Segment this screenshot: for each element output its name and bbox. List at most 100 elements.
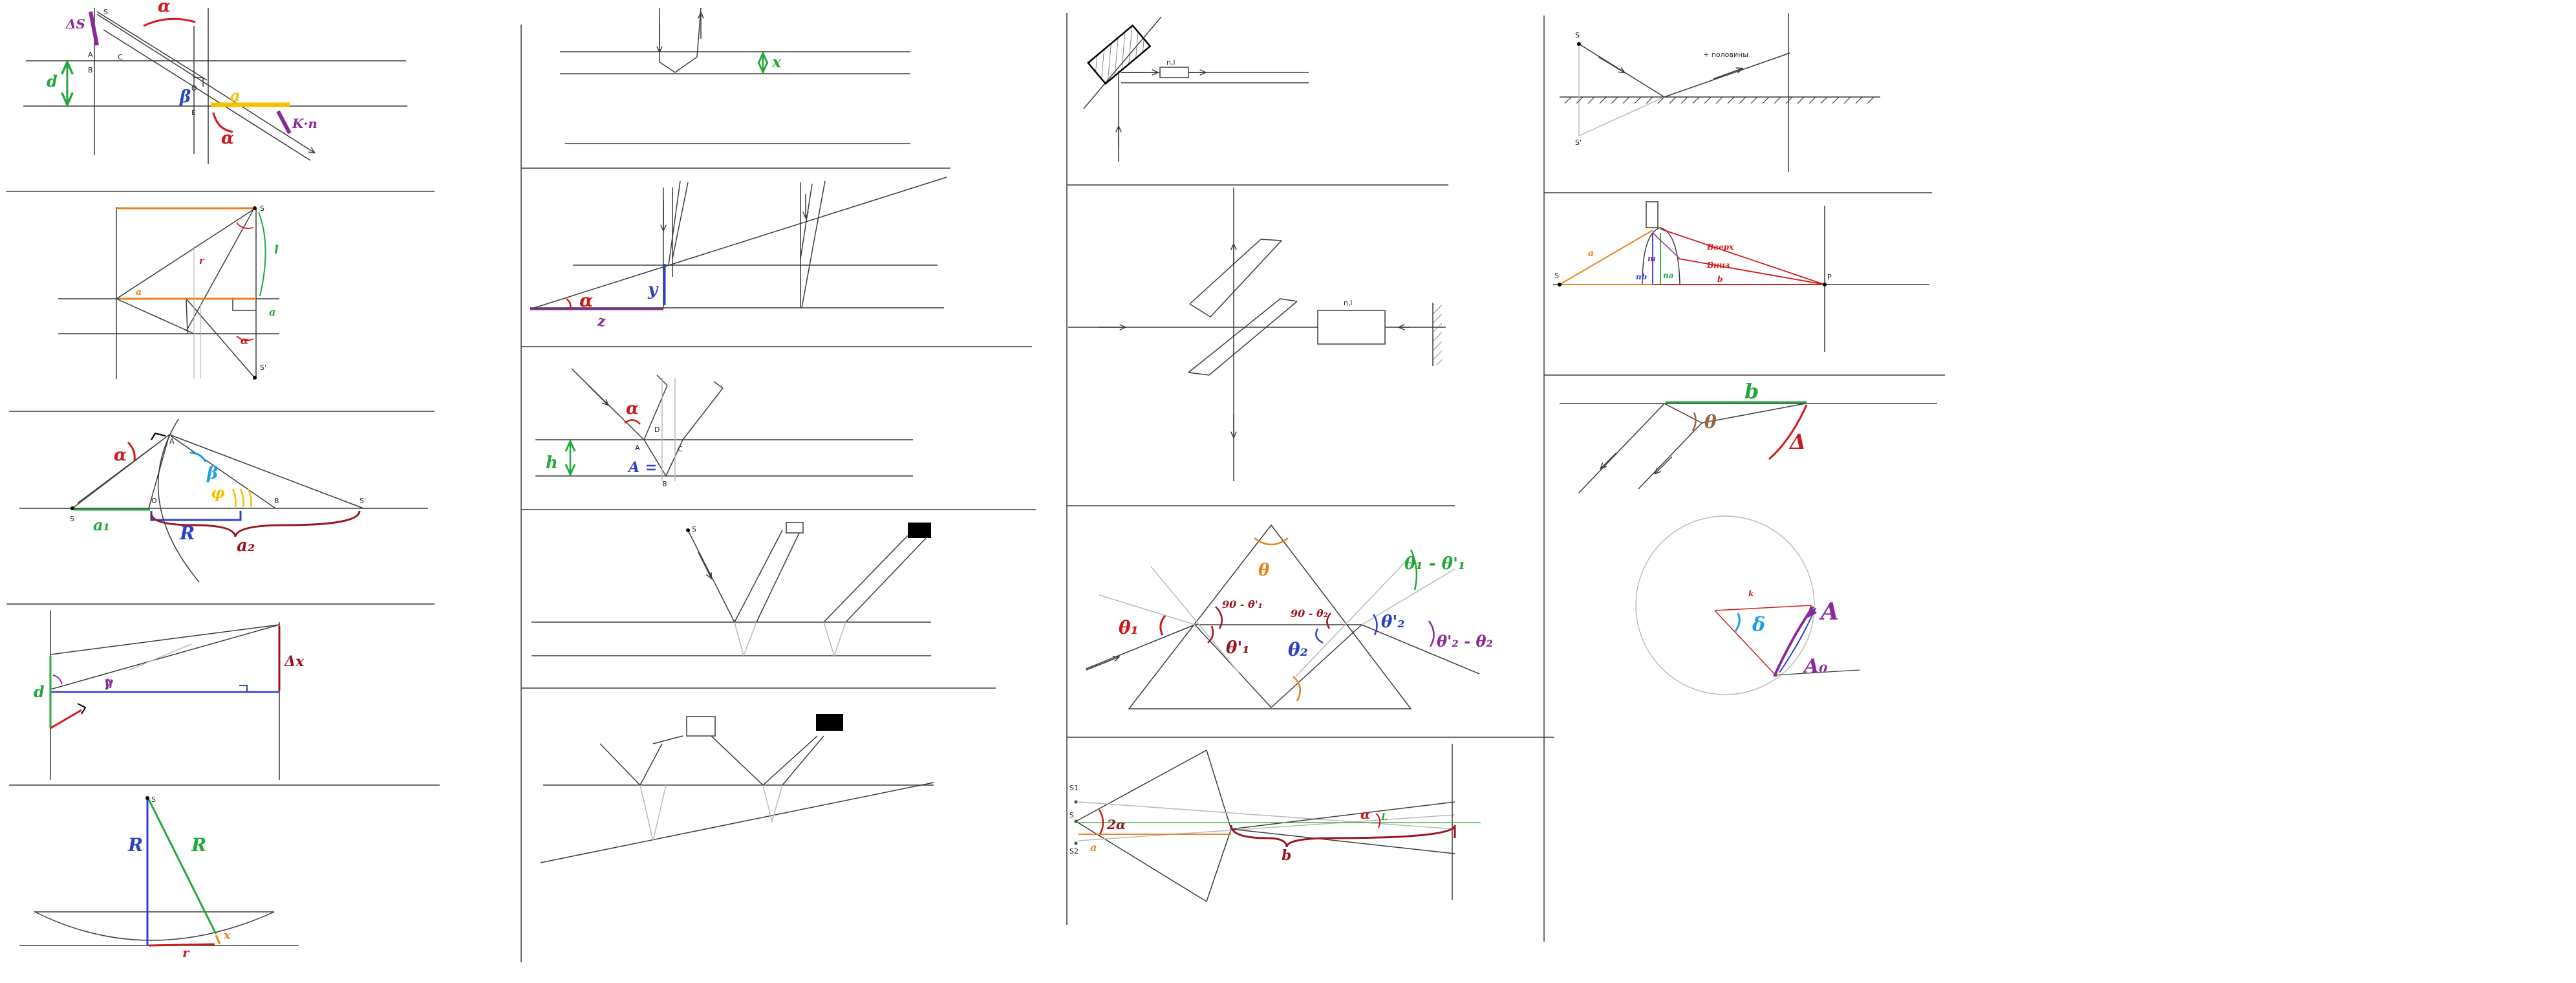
panel-5-label-x: x	[223, 929, 231, 942]
panel-8-label-b: B	[662, 480, 667, 488]
panel-3-label-s: S	[70, 515, 74, 523]
panel-14-label-2alpha: 2α	[1106, 817, 1126, 832]
panel-2-label-l: l	[274, 243, 279, 257]
panel-14-label-l: L	[1380, 812, 1388, 823]
panel-2-label-small-a: a	[136, 287, 142, 297]
panel-16-label-m: m	[1648, 254, 1656, 263]
panel-1-label-beta: β	[179, 87, 191, 107]
panel-9-label-s: S	[692, 525, 696, 534]
panel-17-label-theta: θ	[1704, 411, 1717, 433]
panel-2-label-a: a	[269, 306, 275, 318]
panel-4-double-slit-geometry: d γ Δx	[34, 610, 305, 780]
panel-15-mirror: S S' + половины	[1560, 13, 1880, 172]
panel-17-grating-step: b θ Δ	[1560, 379, 1937, 493]
panel-2-label-s: S	[260, 204, 264, 213]
panel-1-label-alpha-bottom: α	[221, 129, 234, 148]
panel-3-label-phi: φ	[211, 483, 225, 502]
panel-2-label-small-r: r	[199, 256, 205, 266]
panel-15-label-s: S	[1575, 31, 1580, 39]
panel-13-label-theta-diff-2: θ'₂ - θ₂	[1437, 632, 1493, 651]
panel-13-prism: θ θ₁ - θ'₁ θ₁ θ'₁ 90 - θ'₁ 90 - θ₂ θ₂ θ'…	[1086, 524, 1493, 709]
panel-3-label-a1: a₁	[93, 515, 110, 534]
panel-1-label-o: O	[191, 84, 197, 92]
panel-16-label-a: a	[1588, 248, 1594, 259]
panel-15-hatching	[1564, 96, 1874, 104]
panel-14-label-s1: S1	[1069, 784, 1079, 792]
panel-16-label-na: na	[1663, 271, 1674, 280]
panel-12-label-n1: n,l	[1344, 299, 1353, 307]
panel-15-label-mirror-text: + половины	[1703, 50, 1748, 59]
panel-5-label-r-bottom: r	[182, 945, 190, 960]
panel-5-label-r-right: R	[191, 834, 206, 856]
panel-16-zone-paths: S P a m nb na b Вверх Вниз	[1553, 201, 1929, 352]
panel-16-label-upper: Вверх	[1706, 243, 1734, 252]
panel-12-interferometer: n,l	[1068, 188, 1446, 481]
panel-1-label-a: A	[88, 50, 93, 59]
panel-15-label-s-prime: S'	[1575, 138, 1582, 147]
panel-4-label-gamma: γ	[103, 674, 114, 691]
panel-1-label-e: E	[191, 109, 196, 117]
panel-10-inclined-plate	[540, 714, 934, 863]
panel-8-label-d: D	[654, 426, 660, 434]
panel-13-label-90-minus-1: 90 - θ'₁	[1222, 598, 1263, 610]
panel-1-label-b: B	[88, 66, 93, 74]
panel-5-lens-sag: S R R r x	[19, 795, 299, 960]
panel-13-label-theta2-prime: θ'₂	[1381, 612, 1405, 632]
panel-3-label-alpha: α	[114, 446, 127, 465]
panel-8-label-alpha: α	[626, 399, 639, 418]
panel-7-wedge: α y z	[530, 177, 947, 330]
panel-3-label-r: R	[179, 523, 195, 544]
panel-8-film-reflection: α h A A C B D	[535, 368, 913, 488]
panel-separators	[6, 13, 1945, 962]
panel-13-label-theta1-prime: θ'₁	[1226, 638, 1250, 658]
panel-11-slit-source: n,l	[1083, 16, 1309, 162]
panel-13-label-theta-diff-1: θ₁ - θ'₁	[1404, 554, 1465, 574]
panel-17-label-b: b	[1744, 379, 1759, 404]
panel-3-label-s-prime: S'	[360, 497, 366, 505]
panel-8-label-a-blue: A	[627, 459, 639, 476]
panel-18-label-k: k	[1748, 589, 1754, 598]
panel-2-mirror-image: S S' l a α a r	[58, 204, 279, 380]
panel-7-label-y: y	[647, 280, 659, 299]
panel-4-label-d: d	[34, 682, 45, 701]
panel-3-spherical-surface: α A β φ S O B S' a₁ R a₂	[19, 418, 428, 583]
panel-7-label-z: z	[597, 313, 606, 330]
panel-14-label-s: S	[1069, 811, 1074, 819]
panel-7-label-alpha: α	[579, 290, 594, 311]
panel-1-label-s: S	[103, 8, 108, 16]
panel-3-label-a2: a₂	[237, 536, 255, 556]
panel-17-label-delta: Δ	[1788, 429, 1806, 454]
panel-3-label-b: B	[274, 497, 279, 505]
panel-1-label-kn: K·n	[292, 116, 317, 131]
panel-1-label-c: C	[118, 53, 123, 61]
panel-18-label-a0: A₀	[1802, 655, 1827, 678]
panel-5-label-r-left: R	[127, 834, 143, 856]
panel-14-biprism: S1 S S2 2α a α b L	[1069, 744, 1481, 902]
panel-16-label-p: P	[1827, 273, 1832, 281]
panel-3-label-beta: β	[206, 464, 218, 483]
panel-14-label-alpha: α	[1360, 806, 1370, 822]
panel-18-label-delta: δ	[1752, 614, 1765, 636]
panel-6-label-x: x	[771, 52, 782, 71]
panel-1-label-a-yellow: a	[230, 86, 241, 105]
panel-3-label-a-point: A	[169, 437, 175, 446]
panel-14-label-s2: S2	[1069, 847, 1079, 856]
panel-3-label-o: O	[151, 497, 157, 505]
panel-1-label-alpha-top: α	[158, 0, 171, 16]
panel-16-label-s: S	[1554, 272, 1559, 280]
panel-4-label-delta-x: Δx	[284, 653, 305, 670]
panel-8-label-c: C	[678, 445, 683, 453]
panel-1-label-d: d	[47, 72, 58, 91]
panel-5-label-s: S	[151, 795, 156, 804]
panel-9-two-beams: S	[531, 522, 931, 656]
panel-13-label-90-minus-2: 90 - θ₂	[1291, 607, 1328, 620]
panel-11-label-n1: n,l	[1166, 58, 1175, 67]
panel-16-label-nb: nb	[1636, 272, 1647, 281]
panel-8-label-h: h	[546, 453, 558, 473]
panel-13-label-theta1: θ₁	[1119, 617, 1139, 638]
panel-18-phasor: k δ A A₀	[1635, 515, 1860, 695]
panel-8-label-a: A	[635, 444, 640, 452]
panel-14-label-b: b	[1282, 847, 1291, 864]
panel-2-label-alpha: α	[241, 334, 248, 347]
